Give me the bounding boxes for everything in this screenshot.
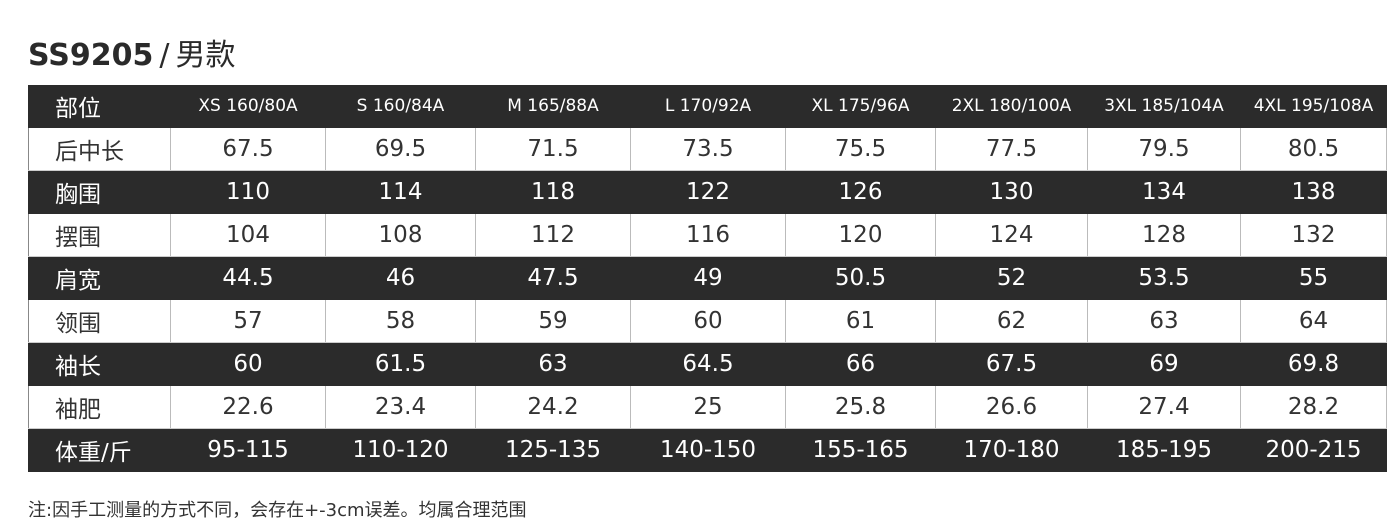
table-cell: 58 [325,299,476,343]
table-cell: 50.5 [785,256,936,300]
header-size: S 160/84A [325,85,476,128]
table-cell: 57 [170,299,326,343]
table-cell: 128 [1087,213,1241,257]
table-cell: 124 [935,213,1088,257]
table-cell: 80.5 [1240,127,1387,171]
table-cell: 104 [170,213,326,257]
table-cell: 52 [935,256,1088,300]
table-cell: 95-115 [170,428,326,472]
table-cell: 28.2 [1240,385,1387,429]
table-cell: 53.5 [1087,256,1241,300]
table-cell: 69 [1087,342,1241,386]
table-cell: 120 [785,213,936,257]
table-cell: 64.5 [630,342,786,386]
table-cell: 23.4 [325,385,476,429]
table-cell: 75.5 [785,127,936,171]
title-separator: / [159,38,170,73]
table-cell: 122 [630,170,786,214]
table-cell: 59 [475,299,631,343]
table-cell: 64 [1240,299,1387,343]
table-row: 后中长 67.5 69.5 71.5 73.5 75.5 77.5 79.5 80.5 [28,127,1387,171]
table-cell: 47.5 [475,256,631,300]
header-size: XL 175/96A [785,85,936,128]
header-part: 部位 [28,85,171,128]
row-label: 胸围 [28,170,171,214]
table-cell: 108 [325,213,476,257]
table-row: 胸围 110 114 118 122 126 130 134 138 [28,170,1387,214]
table-cell: 73.5 [630,127,786,171]
header-size: L 170/92A [630,85,786,128]
table-cell: 63 [475,342,631,386]
table-cell: 25 [630,385,786,429]
table-cell: 61.5 [325,342,476,386]
table-cell: 22.6 [170,385,326,429]
table-cell: 25.8 [785,385,936,429]
table-cell: 49 [630,256,786,300]
table-cell: 66 [785,342,936,386]
table-cell: 200-215 [1240,428,1387,472]
table-cell: 185-195 [1087,428,1241,472]
product-code: SS9205 [28,38,154,73]
size-chart-table: 部位 XS 160/80A S 160/84A M 165/88A L 170/92A X… [28,85,1387,472]
measurement-note: 注:因手工测量的方式不同，会存在+-3cm误差。均属合理范围 [28,500,527,521]
header-size: 3XL 185/104A [1087,85,1241,128]
row-label: 摆围 [28,213,171,257]
table-cell: 24.2 [475,385,631,429]
table-row: 袖肥 22.6 23.4 24.2 25 25.8 26.6 27.4 28.2 [28,385,1387,429]
table-cell: 126 [785,170,936,214]
row-label: 肩宽 [28,256,171,300]
table-cell: 110-120 [325,428,476,472]
table-cell: 110 [170,170,326,214]
header-size: 2XL 180/100A [935,85,1088,128]
header-row: 部位 XS 160/80A S 160/84A M 165/88A L 170/92A X… [28,85,1387,128]
table-cell: 79.5 [1087,127,1241,171]
table-cell: 26.6 [935,385,1088,429]
table-cell: 46 [325,256,476,300]
table-cell: 138 [1240,170,1387,214]
table-cell: 71.5 [475,127,631,171]
table-cell: 44.5 [170,256,326,300]
product-category: 男款 [175,38,236,73]
table-cell: 125-135 [475,428,631,472]
header-size: 4XL 195/108A [1240,85,1387,128]
row-label: 袖肥 [28,385,171,429]
row-label: 体重/斤 [28,428,171,472]
table-cell: 62 [935,299,1088,343]
table-cell: 67.5 [935,342,1088,386]
header-size: XS 160/80A [170,85,326,128]
page-title: SS9205/男款 [28,30,235,74]
table-cell: 61 [785,299,936,343]
row-label: 袖长 [28,342,171,386]
table-cell: 27.4 [1087,385,1241,429]
table-row: 体重/斤 95-115 110-120 125-135 140-150 155-165 17… [28,428,1387,472]
header-size: M 165/88A [475,85,631,128]
table-cell: 130 [935,170,1088,214]
row-label: 领围 [28,299,171,343]
row-label: 后中长 [28,127,171,171]
table-row: 肩宽 44.5 46 47.5 49 50.5 52 53.5 55 [28,256,1387,300]
table-row: 摆围 104 108 112 116 120 124 128 132 [28,213,1387,257]
table-cell: 116 [630,213,786,257]
table-cell: 118 [475,170,631,214]
table-cell: 60 [170,342,326,386]
table-cell: 114 [325,170,476,214]
table-row: 领围 57 58 59 60 61 62 63 64 [28,299,1387,343]
table-cell: 77.5 [935,127,1088,171]
table-cell: 155-165 [785,428,936,472]
table-cell: 60 [630,299,786,343]
table-cell: 134 [1087,170,1241,214]
table-cell: 55 [1240,256,1387,300]
table-cell: 69.5 [325,127,476,171]
table-cell: 63 [1087,299,1241,343]
table-cell: 112 [475,213,631,257]
table-row: 袖长 60 61.5 63 64.5 66 67.5 69 69.8 [28,342,1387,386]
table-cell: 69.8 [1240,342,1387,386]
table-cell: 67.5 [170,127,326,171]
table-cell: 140-150 [630,428,786,472]
table-cell: 132 [1240,213,1387,257]
table-cell: 170-180 [935,428,1088,472]
